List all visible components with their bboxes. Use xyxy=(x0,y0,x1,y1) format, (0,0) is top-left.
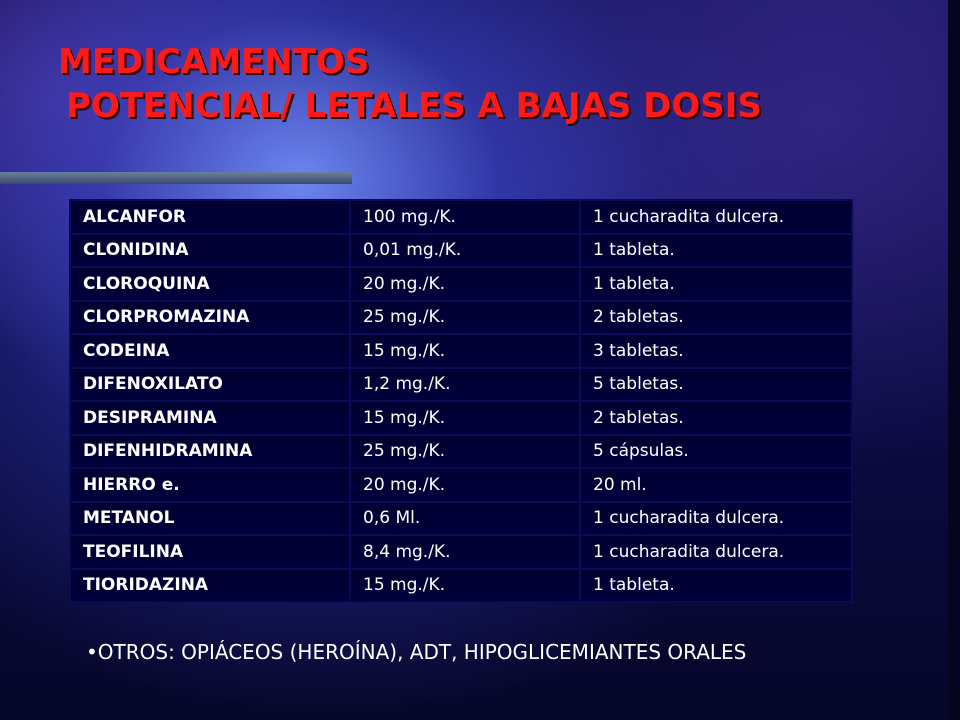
drug-name-cell: TEOFILINA xyxy=(69,534,351,570)
equivalent-cell: 1 tableta. xyxy=(579,232,853,268)
drug-name-cell: CLONIDINA xyxy=(69,232,351,268)
title-line-2: POTENCIAL/ LETALES A BAJAS DOSIS xyxy=(66,86,762,126)
drug-name-cell: CLORPROMAZINA xyxy=(69,299,351,335)
drug-name-cell: DIFENOXILATO xyxy=(69,366,351,402)
equivalent-cell: 5 tabletas. xyxy=(579,366,853,402)
equivalent-cell: 2 tabletas. xyxy=(579,299,853,335)
dose-cell: 1,2 mg./K. xyxy=(349,366,581,402)
table-row: CLOROQUINA 20 mg./K. 1 tableta. xyxy=(69,266,853,302)
equivalent-cell: 20 ml. xyxy=(579,467,853,503)
table-row: CLORPROMAZINA 25 mg./K. 2 tabletas. xyxy=(69,299,853,335)
dose-cell: 25 mg./K. xyxy=(349,433,581,469)
table-row: ALCANFOR 100 mg./K. 1 cucharadita dulcera. xyxy=(69,199,853,235)
equivalent-cell: 1 cucharadita dulcera. xyxy=(579,199,853,235)
equivalent-cell: 1 cucharadita dulcera. xyxy=(579,534,853,570)
table-row: DIFENOXILATO 1,2 mg./K. 5 tabletas. xyxy=(69,366,853,402)
drug-name-cell: DIFENHIDRAMINA xyxy=(69,433,351,469)
drug-name-cell: METANOL xyxy=(69,500,351,536)
drug-name-cell: TIORIDAZINA xyxy=(69,567,351,603)
equivalent-cell: 1 tableta. xyxy=(579,266,853,302)
dose-cell: 25 mg./K. xyxy=(349,299,581,335)
medications-table-body: ALCANFOR 100 mg./K. 1 cucharadita dulcera.… xyxy=(69,199,853,603)
dose-cell: 8,4 mg./K. xyxy=(349,534,581,570)
table-row: CODEINA 15 mg./K. 3 tabletas. xyxy=(69,333,853,369)
table-row: TEOFILINA 8,4 mg./K. 1 cucharadita dulcera… xyxy=(69,534,853,570)
table-row: DESIPRAMINA 15 mg./K. 2 tabletas. xyxy=(69,400,853,436)
equivalent-cell: 1 cucharadita dulcera. xyxy=(579,500,853,536)
drug-name-cell: CODEINA xyxy=(69,333,351,369)
dose-cell: 20 mg./K. xyxy=(349,467,581,503)
drug-name-cell: CLOROQUINA xyxy=(69,266,351,302)
table-row: TIORIDAZINA 15 mg./K. 1 tableta. xyxy=(69,567,853,603)
equivalent-cell: 2 tabletas. xyxy=(579,400,853,436)
title-line-1: MEDICAMENTOS xyxy=(58,42,370,82)
table-row: DIFENHIDRAMINA 25 mg./K. 5 cápsulas. xyxy=(69,433,853,469)
dose-cell: 0,01 mg./K. xyxy=(349,232,581,268)
slide-title: MEDICAMENTOS POTENCIAL/ LETALES A BAJAS D… xyxy=(58,40,762,128)
drug-name-cell: HIERRO e. xyxy=(69,467,351,503)
equivalent-cell: 3 tabletas. xyxy=(579,333,853,369)
dose-cell: 0,6 Ml. xyxy=(349,500,581,536)
drug-name-cell: ALCANFOR xyxy=(69,199,351,235)
dose-cell: 100 mg./K. xyxy=(349,199,581,235)
drug-name-cell: DESIPRAMINA xyxy=(69,400,351,436)
equivalent-cell: 1 tableta. xyxy=(579,567,853,603)
table-row: HIERRO e. 20 mg./K. 20 ml. xyxy=(69,467,853,503)
table-row: METANOL 0,6 Ml. 1 cucharadita dulcera. xyxy=(69,500,853,536)
footnote: •OTROS: OPIÁCEOS (HEROÍNA), ADT, HIPOGLI… xyxy=(86,640,747,664)
dose-cell: 20 mg./K. xyxy=(349,266,581,302)
table-row: CLONIDINA 0,01 mg./K. 1 tableta. xyxy=(69,232,853,268)
slide-right-edge xyxy=(948,0,960,720)
dose-cell: 15 mg./K. xyxy=(349,400,581,436)
equivalent-cell: 5 cápsulas. xyxy=(579,433,853,469)
dose-cell: 15 mg./K. xyxy=(349,333,581,369)
medications-table: ALCANFOR 100 mg./K. 1 cucharadita dulcera.… xyxy=(69,199,853,603)
dose-cell: 15 mg./K. xyxy=(349,567,581,603)
decorative-bar xyxy=(0,172,352,184)
